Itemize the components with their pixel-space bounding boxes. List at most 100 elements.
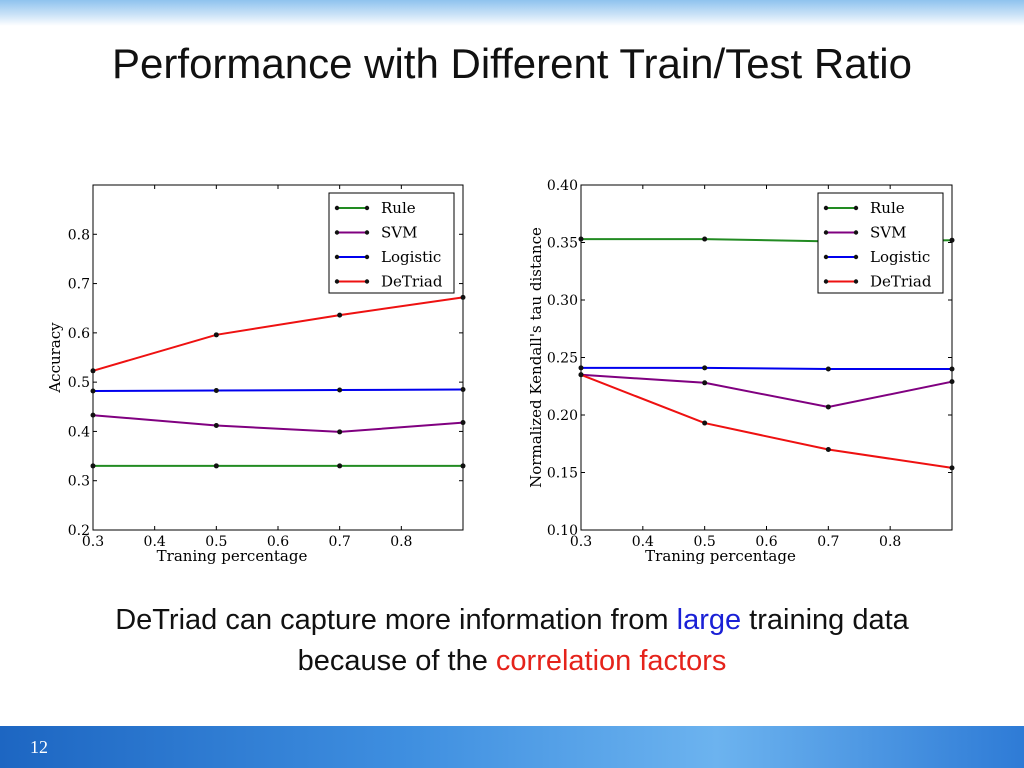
data-point-logistic xyxy=(460,387,466,393)
legend-box xyxy=(328,192,455,294)
legend-marker-detriad xyxy=(364,279,370,284)
legend-marker-rule xyxy=(823,205,829,211)
data-point-svm xyxy=(337,429,343,435)
legend-label-detriad: DeTriad xyxy=(381,273,443,291)
y-tick-label: 0.25 xyxy=(547,351,578,367)
y-tick-label: 0.5 xyxy=(68,375,90,391)
data-point-detriad xyxy=(702,420,708,426)
y-axis-label: Normalized Kendall's tau distance xyxy=(527,227,545,488)
series-line-svm xyxy=(580,373,953,409)
series-line-logistic xyxy=(92,388,464,392)
data-point-svm xyxy=(825,404,831,410)
x-tick-label: 0.7 xyxy=(329,534,351,550)
x-axis-label: Traning percentage xyxy=(157,547,308,565)
data-point-rule xyxy=(90,463,96,469)
legend-marker-logistic xyxy=(853,254,859,260)
y-tick-label: 0.2 xyxy=(68,523,90,539)
y-axis-label: Accuracy xyxy=(46,322,64,394)
legend-label-logistic: Logistic xyxy=(381,248,441,266)
page-number: 12 xyxy=(30,737,48,757)
caption-line-1: DeTriad can capture more information fro… xyxy=(0,600,1024,641)
y-tick-label: 0.15 xyxy=(547,466,578,482)
legend-marker-rule xyxy=(853,205,859,211)
data-point-rule xyxy=(702,236,708,242)
y-tick-label: 0.35 xyxy=(547,236,578,252)
top-banner xyxy=(0,0,1024,26)
caption-highlight-correlation: correlation factors xyxy=(495,645,727,677)
x-tick-label: 0.8 xyxy=(390,534,412,550)
x-tick-label: 0.4 xyxy=(632,534,654,550)
legend-marker-svm xyxy=(334,230,340,235)
series-line-detriad xyxy=(580,373,953,469)
x-tick-label: 0.7 xyxy=(817,534,839,550)
chart-panel-1: 0.3 0.4 0.5 0.6 0.7 0.80.20.30.40.50.60.70.8T… xyxy=(46,184,466,565)
data-point-logistic xyxy=(90,388,96,394)
legend-box xyxy=(817,192,944,294)
slide-caption: DeTriad can capture more information fro… xyxy=(0,600,1024,682)
data-point-detriad xyxy=(825,447,831,452)
x-tick-label: 0.5 xyxy=(694,534,716,550)
series-line-svm xyxy=(92,414,464,433)
legend-marker-logistic xyxy=(334,254,340,260)
x-tick-label: 0.3 xyxy=(82,534,104,550)
legend-marker-rule xyxy=(334,205,340,211)
data-point-detriad xyxy=(578,372,584,378)
legend-label-rule: Rule xyxy=(381,199,416,217)
legend-marker-svm xyxy=(364,230,370,235)
legend-marker-svm xyxy=(823,230,829,235)
legend-label-rule: Rule xyxy=(870,199,905,217)
x-tick-label: 0.5 xyxy=(205,534,227,550)
data-point-logistic xyxy=(825,366,831,372)
series-line-detriad xyxy=(92,296,464,372)
legend-marker-svm xyxy=(853,230,859,235)
data-point-rule xyxy=(460,463,466,469)
slide-title: Performance with Different Train/Test Ra… xyxy=(112,40,912,87)
y-tick-label: 0.6 xyxy=(68,326,90,342)
charts-area: 0.3 0.4 0.5 0.6 0.7 0.80.20.30.40.50.60.70.8T… xyxy=(46,178,955,565)
data-point-svm xyxy=(949,379,955,385)
data-point-rule xyxy=(578,236,584,242)
y-tick-label: 0.30 xyxy=(547,293,578,309)
data-point-rule xyxy=(337,463,343,469)
y-tick-label: 0.3 xyxy=(68,474,90,490)
data-point-svm xyxy=(213,423,219,429)
data-point-svm xyxy=(90,412,96,418)
data-point-rule xyxy=(949,237,955,243)
caption-text: because of the xyxy=(297,645,496,677)
data-point-logistic xyxy=(702,365,708,371)
x-tick-label: 0.6 xyxy=(755,534,777,550)
legend-label-detriad: DeTriad xyxy=(870,273,932,291)
y-tick-label: 0.8 xyxy=(68,227,90,243)
caption-highlight-large: large xyxy=(676,604,742,636)
legend-label-svm: SVM xyxy=(381,224,417,242)
data-point-detriad xyxy=(949,465,955,471)
data-point-detriad xyxy=(460,294,466,300)
legend-marker-logistic xyxy=(364,254,370,260)
data-point-logistic xyxy=(949,366,955,372)
legend-marker-detriad xyxy=(334,279,340,284)
legend-marker-rule xyxy=(364,205,370,211)
y-tick-label: 0.4 xyxy=(68,424,90,440)
chart-legend: Rule SVM Logistic DeTriad xyxy=(817,192,944,294)
caption-text: training data xyxy=(741,604,909,636)
chart-legend: Rule SVM Logistic DeTriad xyxy=(328,192,455,294)
chart-panel-2: 0.3 0.4 0.5 0.6 0.7 0.8 0.10 0.15 0.20 0.25 0.30 0.… xyxy=(527,178,955,565)
legend-marker-logistic xyxy=(823,254,829,260)
data-point-logistic xyxy=(337,387,343,393)
y-tick-label: 0.10 xyxy=(547,523,578,539)
data-point-svm xyxy=(460,420,466,426)
y-tick-label: 0.20 xyxy=(547,408,578,424)
x-axis-label: Traning percentage xyxy=(645,547,796,565)
caption-line-2: because of the correlation factors xyxy=(0,641,1024,682)
data-point-detriad xyxy=(213,332,219,338)
series-line-logistic xyxy=(581,366,952,370)
data-point-svm xyxy=(702,380,708,386)
x-tick-label: 0.3 xyxy=(570,534,592,550)
x-tick-label: 0.6 xyxy=(267,534,289,550)
y-tick-label: 0.7 xyxy=(68,277,90,293)
legend-marker-detriad xyxy=(823,279,829,284)
caption-text: DeTriad can capture more information fro… xyxy=(115,604,677,636)
y-tick-label: 0.40 xyxy=(547,178,578,194)
legend-label-logistic: Logistic xyxy=(870,248,930,266)
data-point-detriad xyxy=(337,312,343,318)
